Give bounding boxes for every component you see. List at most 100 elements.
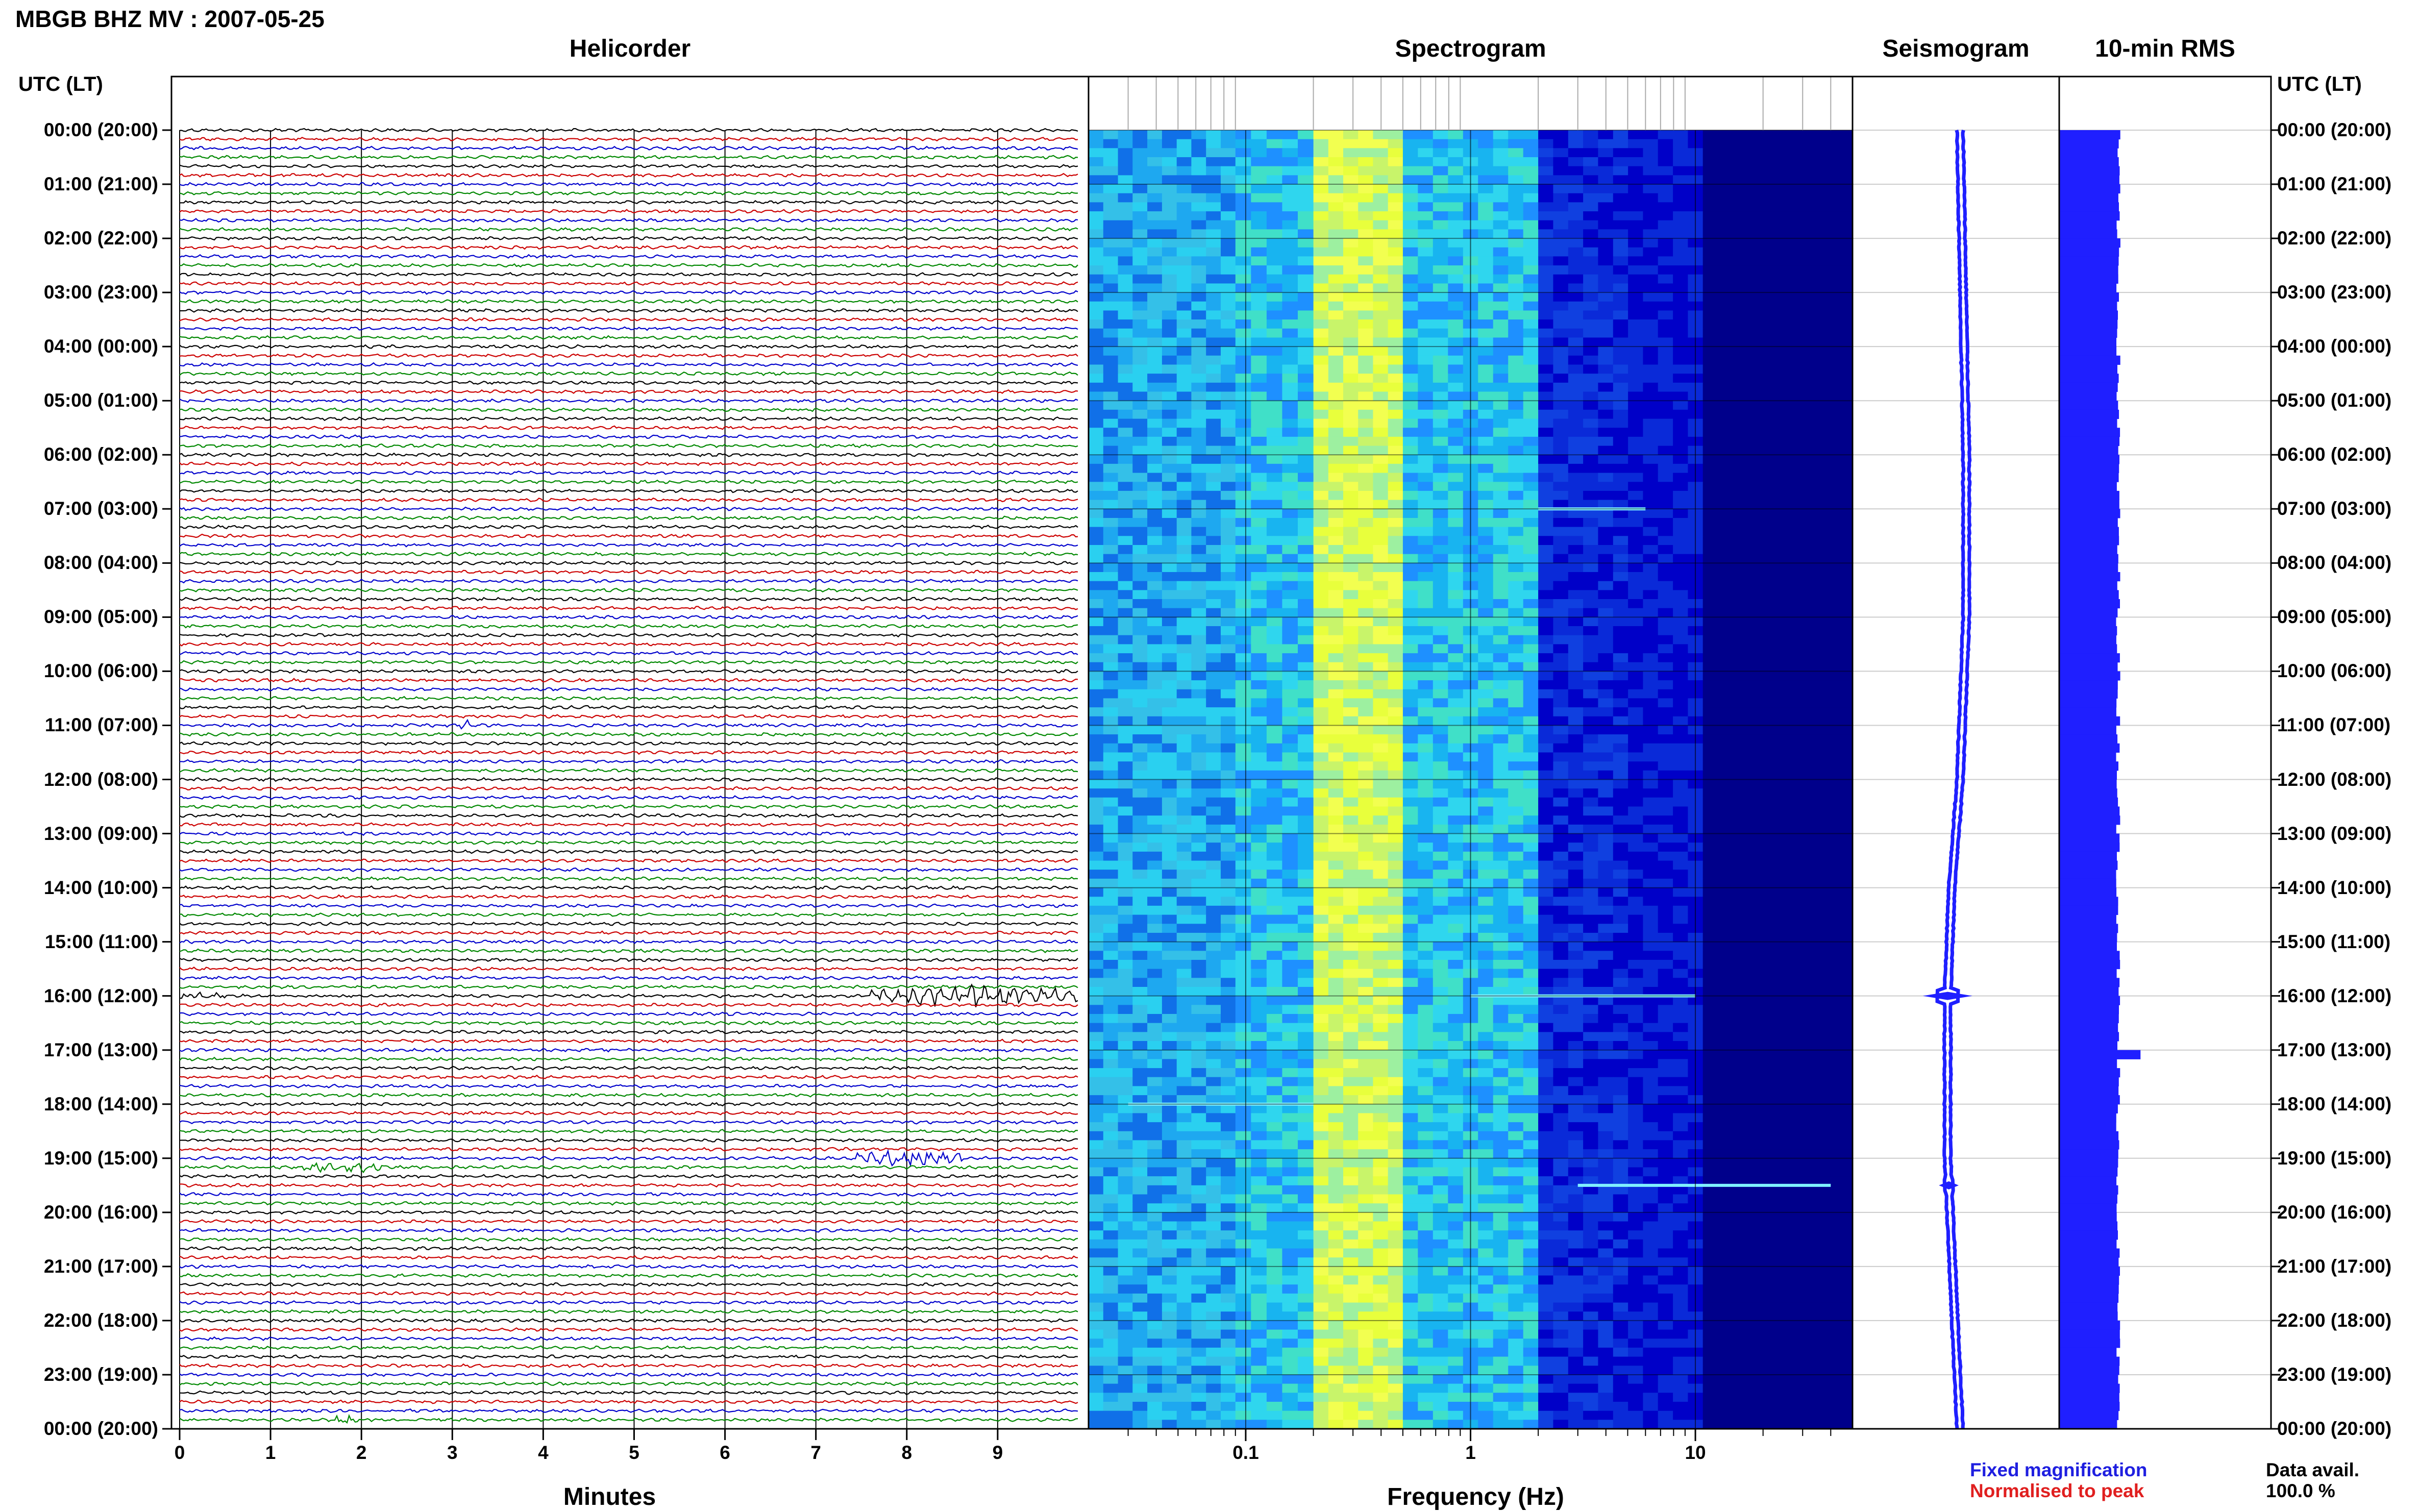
spectrogram-cell [1251, 1302, 1267, 1312]
spectrogram-cell [1251, 599, 1267, 609]
spectrogram-cell [1235, 1375, 1251, 1384]
spectrogram-cell [1251, 1068, 1267, 1078]
spectrogram-cell [1103, 671, 1119, 681]
spectrogram-cell [1266, 1059, 1283, 1069]
helicorder-trace [179, 966, 1078, 972]
spectrogram-cell [1358, 1356, 1373, 1366]
spectrogram-cell [1358, 1302, 1373, 1312]
spectrogram-cell [1132, 833, 1148, 843]
spectrogram-cell [1508, 815, 1524, 825]
spectrogram-cell [1673, 265, 1688, 275]
spectrogram-cell [1478, 1122, 1494, 1132]
spectrogram-cell [1448, 355, 1464, 365]
spectrogram-cell [1792, 175, 1808, 185]
spectrogram-cell [1251, 1221, 1267, 1231]
spectrogram-cell [1808, 220, 1823, 230]
spectrogram-cell [1132, 346, 1148, 356]
spectrogram-cell [1176, 301, 1192, 311]
spectrogram-cell [1089, 996, 1104, 1005]
spectrogram-cell [1191, 897, 1206, 906]
spectrogram-cell [1508, 455, 1524, 464]
spectrogram-cell [1402, 445, 1418, 455]
spectrogram-cell [1298, 1320, 1314, 1330]
spectrogram-cell [1251, 1059, 1267, 1069]
spectrogram-cell [1373, 455, 1389, 464]
spectrogram-cell [1235, 409, 1251, 419]
spectrogram-cell [1328, 166, 1344, 176]
spectrogram-cell [1373, 283, 1389, 293]
spectrogram-cell [1251, 878, 1267, 888]
spectrogram-cell [1478, 878, 1494, 888]
spectrogram-cell [1478, 391, 1494, 401]
spectrogram-cell [1373, 1077, 1389, 1086]
spectrogram-cell [1493, 1393, 1509, 1402]
helicorder-trace [179, 903, 1078, 908]
spectrogram-cell [1191, 1005, 1206, 1014]
spectrogram-cell [1235, 716, 1251, 726]
spectrogram-cell [1132, 536, 1148, 546]
spectrogram-cell [1089, 960, 1104, 970]
spectrogram-cell [1132, 1005, 1148, 1014]
spectrogram-cell [1373, 211, 1389, 221]
spectrogram-cell [1433, 1284, 1448, 1294]
spectrogram-cell [1388, 482, 1403, 491]
spectrogram-cell [1282, 554, 1298, 563]
spectrogram-cell [1176, 833, 1192, 843]
spectrogram-cell [1206, 428, 1221, 437]
spectrogram-cell [1132, 924, 1148, 933]
spectrogram-cell [1523, 536, 1539, 546]
spectrogram-cell [1089, 662, 1104, 672]
spectrogram-cell [1763, 319, 1778, 329]
spectrogram-cell [1162, 905, 1177, 915]
spectrogram-cell [1251, 1158, 1267, 1168]
spectrogram-cell [1251, 779, 1267, 789]
spectrogram-cell [1508, 518, 1524, 528]
spectrogram-cell [1162, 797, 1177, 807]
spectrogram-cell [1132, 436, 1148, 447]
spectrogram-cell [1103, 815, 1119, 825]
spectrogram-cell [1176, 689, 1192, 699]
spectrogram-cell [1328, 653, 1344, 663]
spectrogram-cell [1162, 870, 1177, 879]
spectrogram-cell [1553, 283, 1569, 293]
spectrogram-cell [1221, 229, 1236, 239]
spectrogram-cell [1191, 1149, 1206, 1159]
spectrogram-cell [1448, 887, 1464, 897]
spectrogram-cell [1508, 725, 1524, 735]
spectrogram-cell [1235, 833, 1251, 843]
spectrogram-cell [1206, 1366, 1221, 1375]
spectrogram-cell [1328, 1077, 1344, 1086]
spectrogram-cell [1523, 815, 1539, 825]
spectrogram-cell [1282, 1059, 1298, 1069]
spectrogram-cell [1763, 229, 1778, 239]
spectrogram-cell [1433, 1167, 1448, 1177]
spectrogram-cell [1147, 1266, 1163, 1276]
spectrogram-cell [1702, 238, 1718, 248]
spectrogram-cell [1523, 229, 1539, 239]
spectrogram-cell [1763, 157, 1778, 167]
spectrogram-cell [1221, 1375, 1236, 1384]
spectrogram-cell [1251, 310, 1267, 320]
spectrogram-cell [1538, 274, 1553, 284]
spectrogram-cell [1373, 987, 1389, 997]
spectrogram-cell [1132, 1293, 1148, 1303]
spectrogram-cell [1221, 554, 1236, 563]
spectrogram-cell [1508, 887, 1524, 897]
spectrogram-cell [1658, 139, 1673, 148]
spectrogram-cell [1448, 824, 1464, 834]
spectrogram-cell [1103, 1393, 1119, 1402]
spectrogram-cell [1388, 1068, 1403, 1078]
spectrogram-cell [1162, 725, 1177, 735]
spectrogram-cell [1508, 1149, 1524, 1159]
spectrogram-cell [1282, 824, 1298, 834]
spectrogram-cell [1191, 1393, 1206, 1402]
spectrogram-cell [1553, 139, 1569, 148]
spectrogram-cell [1191, 355, 1206, 365]
spectrogram-cell [1763, 238, 1778, 248]
spectrogram-cell [1358, 436, 1373, 447]
spectrogram-cell [1313, 824, 1329, 834]
spectrogram-cell [1508, 445, 1524, 455]
spectrogram-cell [1089, 148, 1104, 158]
spectrogram-cell [1089, 716, 1104, 726]
spectrogram-cell [1162, 500, 1177, 509]
